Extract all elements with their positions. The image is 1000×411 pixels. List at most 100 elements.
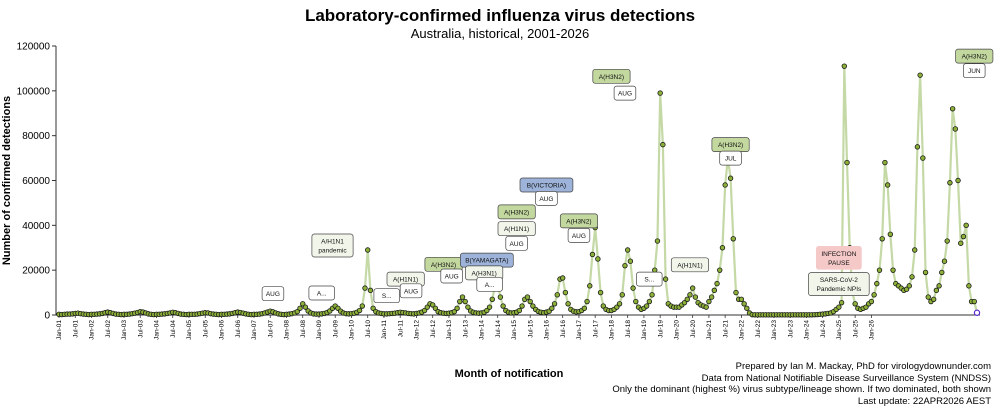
annotation-text: B(VICTORIA) — [527, 183, 566, 190]
data-point — [614, 304, 620, 310]
data-point — [627, 258, 634, 264]
data-point — [730, 236, 736, 242]
y-tick-labels: 0 20000 40000 60000 80000 100000 120000 — [17, 42, 56, 322]
data-point — [684, 296, 690, 303]
x-tick-label: Jan-26 — [869, 320, 876, 340]
x-tick-label: Jul-18 — [625, 320, 632, 338]
x-tick-label: Jul-03 — [137, 320, 144, 338]
data-point — [654, 238, 661, 244]
data-point — [549, 305, 555, 311]
annotation-text: AUG — [572, 233, 586, 240]
data-point — [565, 301, 571, 307]
data-point — [838, 299, 845, 306]
data-point — [914, 144, 921, 150]
data-point — [597, 289, 604, 296]
credits-block: Prepared by Ian M. Mackay, PhD for virol… — [612, 361, 991, 407]
y-tick-label: 100000 — [17, 86, 51, 97]
data-point — [711, 287, 718, 294]
annotation-text: AUG — [445, 274, 459, 281]
annotation-month: JUN — [963, 63, 986, 79]
annotation-month: AUG — [535, 191, 558, 206]
data-point — [486, 304, 493, 310]
data-point — [559, 275, 566, 281]
data-point — [887, 231, 894, 237]
x-tick-label: Jul-21 — [722, 320, 729, 338]
x-tick-label: Jul-01 — [72, 320, 79, 338]
data-point — [554, 292, 560, 298]
annotation-box — [636, 271, 663, 287]
x-tick-label: Jul-16 — [560, 320, 567, 338]
credit-note: Only the dominant (highest %) virus subt… — [612, 384, 991, 395]
y-tick-label: 20000 — [22, 266, 50, 277]
annotation-box — [535, 191, 558, 206]
x-tick-label: Jan-02 — [89, 320, 96, 340]
x-tick-label: Jan-17 — [576, 320, 583, 340]
data-point — [939, 269, 945, 276]
chart-title: Laboratory-confirmed influenza virus det… — [304, 6, 696, 25]
data-point — [421, 307, 428, 314]
data-point — [432, 305, 439, 311]
data-point — [657, 90, 663, 96]
credit-update: Last update: 22APR2026 AEST — [857, 395, 991, 407]
data-point — [630, 285, 636, 291]
annotation-month: A... — [476, 276, 503, 292]
annotation-box — [440, 268, 463, 284]
annotation-text: S... — [644, 277, 654, 284]
y-tick-label: 80000 — [22, 131, 50, 142]
data-point — [367, 287, 374, 294]
data-point — [595, 256, 601, 262]
annotation-box — [592, 68, 631, 84]
annotation-text: AUG — [404, 288, 418, 295]
x-tick-label: Jan-09 — [316, 320, 323, 340]
annotation-text: A(H1N1) — [677, 262, 702, 269]
x-tick-label: Jan-04 — [154, 320, 161, 340]
annotation-month: S... — [636, 271, 663, 287]
annotation-box — [567, 228, 591, 243]
data-point — [966, 283, 972, 289]
annotation-text: JUL — [725, 156, 737, 163]
annotation-text: Pandemic NPIs — [817, 286, 863, 293]
annotation-box — [963, 63, 986, 79]
data-point — [852, 301, 858, 307]
data-point — [600, 303, 606, 309]
data-point — [633, 298, 639, 305]
annotation-text: AUG — [510, 241, 524, 248]
x-tick-label: Jul-25 — [852, 320, 859, 338]
data-point — [868, 298, 875, 305]
data-point — [551, 301, 558, 307]
annotation-text: A(H3N2) — [566, 218, 591, 225]
x-tick-label: Jan-16 — [544, 320, 551, 340]
data-point — [960, 233, 967, 240]
x-tick-label: Jul-06 — [235, 320, 242, 338]
annotation-text: A... — [317, 291, 327, 298]
data-point — [365, 247, 371, 253]
data-point — [708, 294, 715, 300]
x-tick-label: Jul-09 — [332, 320, 339, 338]
x-tick-label: Jul-04 — [170, 320, 177, 338]
annotation-text: AUG — [539, 196, 553, 203]
data-point — [497, 294, 504, 300]
annotation-text: A... — [485, 282, 495, 289]
data-point — [587, 283, 593, 289]
annotation-box — [311, 233, 354, 258]
data-point — [297, 305, 303, 311]
data-point — [527, 298, 533, 305]
data-point — [944, 238, 950, 244]
data-point — [906, 283, 912, 289]
data-point — [936, 283, 942, 289]
x-tick-label: Jan-13 — [446, 320, 453, 340]
annotation-box — [670, 257, 709, 273]
data-point — [689, 285, 696, 291]
annotation-blue: B(YAMAGATA) — [460, 252, 514, 268]
annotation-text: A(H3N2) — [718, 142, 743, 149]
annotation-text: A/H1N1 — [321, 239, 344, 246]
y-tick-label: 120000 — [17, 42, 51, 53]
data-point — [841, 63, 848, 69]
x-tick-label: Jan-23 — [771, 320, 778, 340]
data-point — [933, 287, 940, 294]
annotation-pink: INFECTION PAUSE — [815, 245, 862, 270]
data-point — [516, 307, 523, 314]
chart-subtitle: Australia, historical, 2001-2026 — [410, 26, 590, 41]
annotation-green: A(H3N2) — [497, 204, 536, 220]
